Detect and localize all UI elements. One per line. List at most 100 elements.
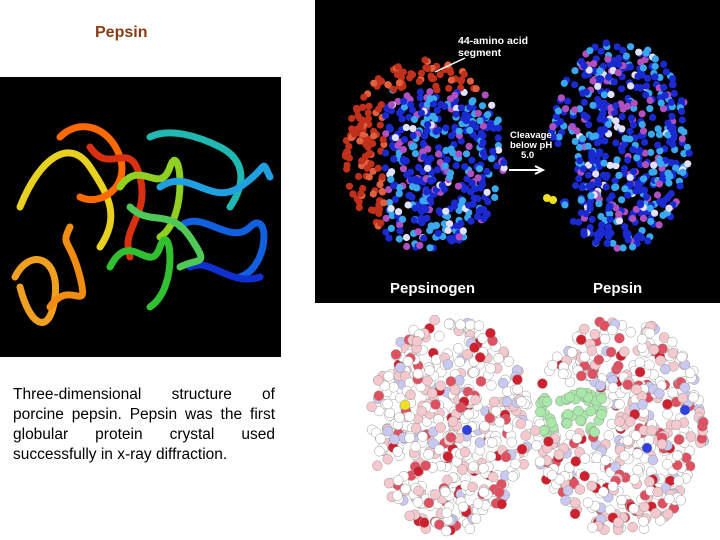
- atom: [579, 165, 588, 173]
- atom: [678, 116, 686, 124]
- atom: [575, 218, 583, 226]
- atom: [388, 381, 399, 393]
- atom: [644, 74, 652, 82]
- atom: [461, 163, 469, 171]
- atom: [580, 62, 588, 70]
- atom: [434, 229, 442, 237]
- atom: [676, 182, 684, 190]
- atom: [646, 105, 654, 113]
- atom: [488, 396, 500, 408]
- atom: [468, 98, 476, 106]
- atom: [486, 380, 497, 391]
- atom: [606, 195, 614, 204]
- atom: [534, 456, 546, 468]
- atom: [636, 333, 648, 345]
- atom: [455, 233, 463, 241]
- atom: [666, 172, 674, 180]
- atom: [676, 351, 688, 363]
- atom: [547, 359, 558, 371]
- atom: [611, 177, 619, 185]
- atom: [638, 501, 650, 513]
- atom: [667, 98, 675, 106]
- atom: [343, 165, 351, 173]
- atom: [657, 99, 665, 107]
- atom: [491, 193, 499, 201]
- atom: [520, 430, 531, 441]
- atom: [390, 85, 398, 93]
- cleavage-note: 5.0: [521, 150, 534, 161]
- cleavage-note: below pH: [510, 140, 552, 151]
- atom: [679, 404, 691, 416]
- atom: [685, 431, 697, 442]
- atom: [618, 113, 626, 121]
- atom: [416, 88, 424, 96]
- atom: [587, 522, 598, 533]
- atom: [387, 224, 395, 232]
- atom: [493, 352, 504, 364]
- atom: [606, 210, 614, 218]
- ribbons: [11, 123, 274, 326]
- atom: [613, 517, 624, 528]
- atom: [427, 154, 435, 162]
- atom: [683, 143, 691, 151]
- atom: [475, 207, 483, 215]
- atom: [477, 184, 485, 192]
- atom: [566, 347, 578, 358]
- atom: [443, 156, 451, 164]
- atom: [678, 107, 686, 116]
- atom: [423, 188, 431, 196]
- atom: [590, 60, 598, 68]
- atom: [415, 77, 423, 86]
- atom: [585, 121, 593, 129]
- atom: [609, 239, 617, 247]
- atom: [605, 346, 617, 358]
- atom: [426, 196, 434, 204]
- atom: [626, 127, 634, 136]
- atom: [612, 117, 620, 125]
- atom: [394, 97, 402, 106]
- atom: [546, 417, 557, 428]
- atom: [392, 475, 404, 486]
- atom: [586, 47, 594, 55]
- atom: [488, 101, 496, 109]
- atom: [377, 101, 386, 109]
- atom: [673, 434, 685, 445]
- atom: [491, 185, 499, 193]
- atom: [601, 137, 609, 145]
- atom: [375, 78, 383, 86]
- atom: [426, 387, 438, 399]
- atom: [358, 157, 366, 165]
- atom: [479, 420, 490, 432]
- atom: [654, 388, 665, 399]
- atom: [423, 497, 435, 509]
- atom: [675, 494, 687, 506]
- atom: [472, 498, 484, 509]
- cleavage-note: Cleavage: [510, 130, 552, 141]
- atom: [396, 221, 404, 229]
- atom: [430, 354, 442, 365]
- atom: [487, 471, 499, 483]
- atom: [400, 483, 411, 495]
- atom: [669, 128, 678, 136]
- atom: [594, 180, 603, 188]
- atom: [455, 402, 466, 413]
- atom: [592, 170, 600, 178]
- atom: [587, 192, 595, 200]
- atom: [474, 174, 482, 182]
- atom: [364, 109, 372, 117]
- atom: [600, 159, 608, 167]
- atom: [435, 207, 443, 215]
- atom: [465, 201, 473, 209]
- atom: [452, 343, 464, 354]
- atom: [651, 55, 659, 63]
- atom: [585, 66, 593, 74]
- atom: [355, 172, 363, 181]
- atom: [634, 366, 646, 378]
- atom: [616, 494, 627, 506]
- atom: [449, 384, 461, 396]
- atom: [500, 451, 512, 463]
- atom: [664, 119, 672, 127]
- atom: [651, 73, 659, 81]
- atom: [372, 460, 383, 471]
- atom: [654, 141, 662, 149]
